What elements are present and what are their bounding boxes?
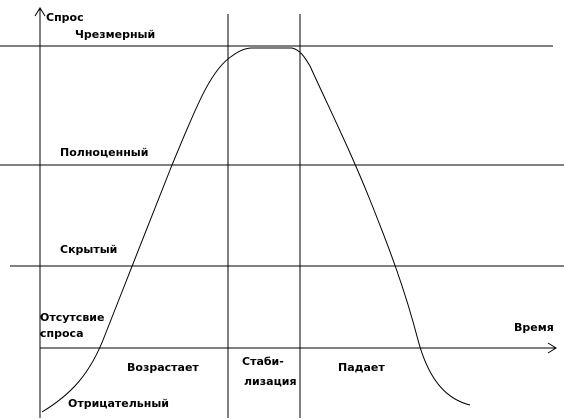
y-axis-label: Спрос [46, 11, 84, 24]
phase-label: Падает [338, 361, 385, 374]
phase-label: Возрастает [127, 361, 199, 374]
level-label: Чрезмерный [75, 28, 155, 41]
x-axis-arrow [547, 342, 557, 354]
level-label: Отсутсвие [40, 311, 104, 324]
demand-curve [41, 47, 471, 413]
phase-label: Стаби- [242, 355, 284, 368]
level-label: Отрицательный [68, 397, 169, 410]
level-label: Полноценный [60, 146, 148, 159]
phase-label: лизация [244, 375, 297, 388]
level-label: Скрытый [60, 243, 117, 256]
y-axis-arrow [34, 7, 46, 17]
x-axis-label: Время [514, 321, 554, 334]
level-label: спроса [40, 327, 84, 340]
